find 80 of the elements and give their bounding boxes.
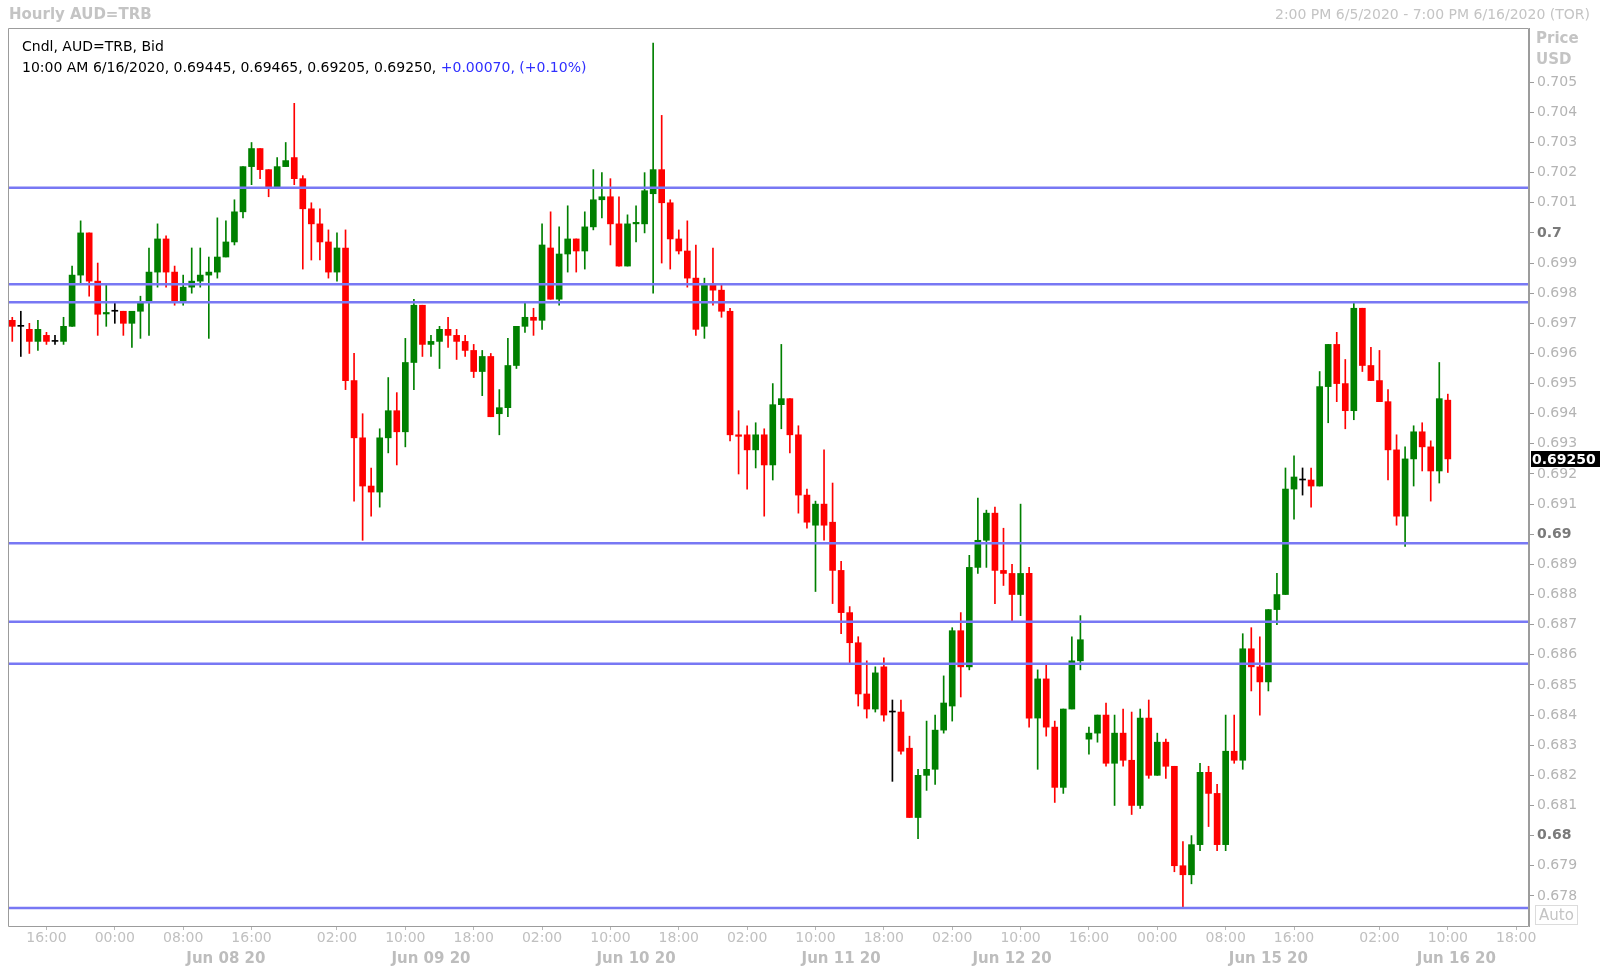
auto-button: Auto bbox=[1535, 905, 1578, 925]
candlestick bbox=[111, 301, 119, 324]
candlestick bbox=[1179, 841, 1187, 909]
x-tick-label: Jun 12 20 bbox=[971, 948, 1052, 967]
y-tick-label: 0.687 bbox=[1537, 615, 1578, 632]
x-tick-label: 00:00 bbox=[94, 929, 135, 946]
x-tick-label: Jun 10 20 bbox=[595, 948, 676, 967]
x-tick-label: 16:00 bbox=[1273, 929, 1315, 946]
annotation: 10:00 AM 6/16/2020, 0.69445, 0.69465, 0.69205, 0.69250, bbox=[22, 59, 437, 75]
y-axis-title: Price USD bbox=[1536, 28, 1580, 70]
candlestick bbox=[564, 205, 572, 273]
x-tick-label: 10:00 bbox=[795, 929, 836, 946]
x-tick-label: 10:00 bbox=[1427, 929, 1468, 946]
x-tick-label: 02:00 bbox=[1359, 929, 1400, 946]
y-tick-label: 0.693 bbox=[1537, 434, 1578, 451]
y-tick-label: 0.69 bbox=[1537, 524, 1572, 541]
y-tick-label: 0.705 bbox=[1537, 72, 1578, 89]
x-tick-label: Jun 15 20 bbox=[1227, 948, 1308, 967]
x-tick-label: 08:00 bbox=[1205, 929, 1246, 946]
candlestick bbox=[51, 335, 59, 345]
x-tick-label: 18:00 bbox=[658, 929, 699, 946]
x-tick-label: 16:00 bbox=[1068, 929, 1110, 946]
candlestick bbox=[658, 115, 666, 264]
x-tick-label: 00:00 bbox=[1137, 929, 1178, 946]
chart-subtitle: 2:00 PM 6/5/2020 - 7:00 PM 6/16/2020 (TOR) bbox=[1274, 6, 1590, 22]
text: 0.69250 bbox=[1532, 450, 1597, 467]
y-tick-label: 0.699 bbox=[1537, 253, 1578, 270]
x-tick-label: 10:00 bbox=[385, 929, 426, 946]
y-tick-label: 0.703 bbox=[1537, 133, 1578, 150]
candlestick bbox=[102, 283, 110, 327]
y-tick-label: 0.686 bbox=[1537, 645, 1578, 662]
x-tick-label: 18:00 bbox=[453, 929, 494, 946]
x-tick-label: 18:00 bbox=[863, 929, 905, 946]
candlestick bbox=[444, 316, 452, 348]
y-tick-label: 0.698 bbox=[1537, 283, 1578, 300]
x-tick-label: 02:00 bbox=[521, 929, 563, 946]
x-tick-label: 02:00 bbox=[316, 929, 358, 946]
y-tick-label: 0.7 bbox=[1537, 223, 1562, 240]
y-tick-label: 0.704 bbox=[1537, 103, 1578, 120]
y-tick-label: 0.697 bbox=[1537, 313, 1578, 330]
candlestick bbox=[17, 310, 25, 357]
candlestick bbox=[598, 172, 606, 219]
y-tick-label: 0.694 bbox=[1537, 404, 1578, 421]
y-tick-label: 0.682 bbox=[1537, 765, 1578, 782]
candlestick bbox=[196, 247, 204, 288]
y-tick-label: 0.681 bbox=[1537, 796, 1578, 813]
candlestick bbox=[777, 344, 785, 430]
y-tick-label: 0.692 bbox=[1537, 464, 1578, 481]
y-tick-label: 0.688 bbox=[1537, 585, 1578, 602]
x-tick-label: Jun 08 20 bbox=[185, 948, 266, 967]
y-tick-label: 0.696 bbox=[1537, 344, 1578, 361]
y-tick-label: 0.702 bbox=[1537, 163, 1578, 180]
y-tick-label: 0.683 bbox=[1537, 735, 1578, 752]
y-tick-label: 0.691 bbox=[1537, 494, 1578, 511]
x-tick-label: Jun 09 20 bbox=[390, 948, 471, 967]
x-tick-label: 16:00 bbox=[231, 929, 272, 946]
x-tick-label: 10:00 bbox=[590, 929, 631, 946]
y-tick-label: 0.68 bbox=[1537, 826, 1572, 843]
candlestick bbox=[427, 335, 435, 357]
candlestick bbox=[820, 449, 828, 541]
x-tick-label: 02:00 bbox=[726, 929, 768, 946]
annotation: Cndl, AUD=TRB, Bid bbox=[22, 37, 165, 56]
x-tick-label: 16:00 bbox=[26, 929, 67, 946]
y-tick-label: 0.695 bbox=[1537, 374, 1578, 391]
x-tick-label: 18:00 bbox=[1496, 929, 1537, 946]
x-tick-label: 02:00 bbox=[932, 929, 973, 946]
y-tick-label: 0.689 bbox=[1537, 555, 1578, 572]
y-tick-label: 0.701 bbox=[1537, 193, 1578, 210]
x-tick-label: Jun 11 20 bbox=[800, 948, 881, 967]
y-tick-label: 0.678 bbox=[1537, 886, 1578, 903]
x-tick-label: 08:00 bbox=[162, 929, 204, 946]
chart-title: Hourly AUD=TRB bbox=[9, 5, 152, 23]
annotation: +0.00070, (+0.10%) bbox=[440, 59, 587, 75]
x-tick-label: Jun 16 20 bbox=[1415, 948, 1496, 967]
candlestick bbox=[1230, 714, 1238, 764]
x-tick-label: 10:00 bbox=[1000, 929, 1041, 946]
y-tick-label: 0.684 bbox=[1537, 705, 1578, 722]
y-tick-label: 0.685 bbox=[1537, 675, 1578, 692]
candlestick bbox=[743, 425, 751, 490]
y-tick-label: 0.679 bbox=[1537, 856, 1578, 873]
